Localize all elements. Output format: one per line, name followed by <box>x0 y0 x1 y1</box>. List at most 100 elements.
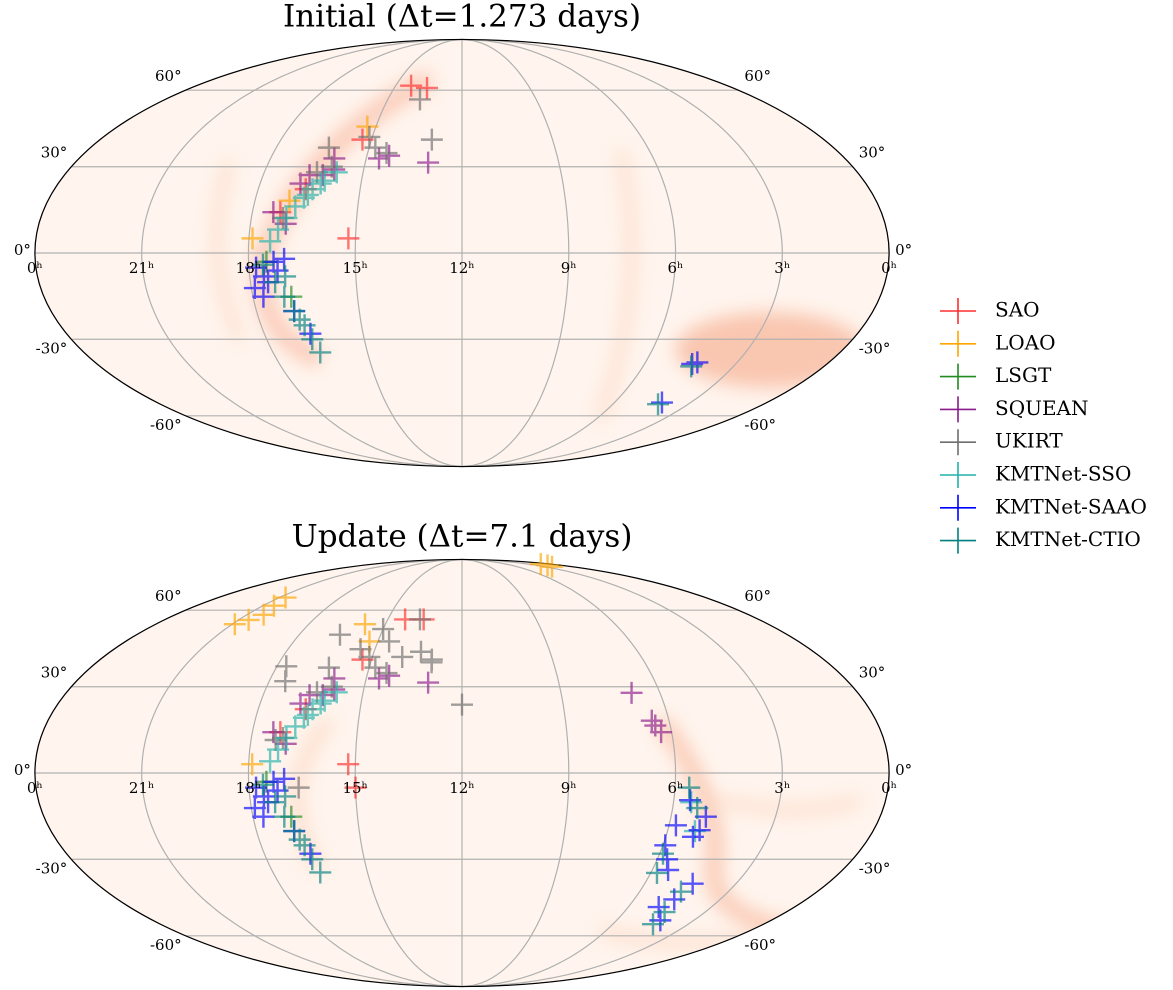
marker <box>288 308 311 331</box>
y-tick-label: -60° <box>744 936 776 954</box>
marker <box>259 230 282 253</box>
marker <box>309 861 332 884</box>
marker <box>278 189 301 212</box>
marker <box>681 872 704 895</box>
y-tick-label: -60° <box>150 416 182 434</box>
sky-map: SAOLOAOLSGTSQUEANUKIRTKMTNet-SSOKMTNet-S… <box>34 553 890 988</box>
legend-label: UKIRT <box>995 429 1063 453</box>
legend-label: KMTNet-CTIO <box>995 527 1141 551</box>
marker <box>292 186 315 209</box>
x-tick-label: 15ʰ <box>342 259 368 277</box>
legend-marker <box>940 527 976 554</box>
marker <box>264 791 287 814</box>
marker <box>408 608 431 631</box>
x-tick-label: 6ʰ <box>668 779 684 797</box>
legend-marker <box>940 330 976 357</box>
y-tick-label: -60° <box>744 416 776 434</box>
marker <box>669 880 692 903</box>
series: LOAO <box>241 115 379 250</box>
marker <box>241 753 264 776</box>
grid <box>34 38 890 468</box>
marker <box>364 656 387 679</box>
marker <box>317 656 340 679</box>
x-tick-label: 18ʰ <box>236 259 262 277</box>
x-tick-label: 0ʰ <box>27 779 43 797</box>
y-tick-label: 60° <box>155 67 182 85</box>
y-tick-label: -30° <box>36 859 68 877</box>
y-tick-label: 0° <box>14 761 31 779</box>
marker <box>344 776 367 799</box>
marker <box>694 805 717 828</box>
x-tick-label: 15ʰ <box>342 779 368 797</box>
y-tick-label: 60° <box>744 67 771 85</box>
marker <box>292 706 315 729</box>
x-tick-label: 21ʰ <box>129 779 155 797</box>
marker <box>241 227 264 250</box>
legend-marker <box>940 429 976 456</box>
x-tick-label: 21ʰ <box>129 259 155 277</box>
legend-label: LOAO <box>995 330 1056 354</box>
y-tick-label: -30° <box>859 859 891 877</box>
marker <box>262 201 285 224</box>
marker <box>309 341 332 364</box>
marker <box>415 76 438 99</box>
marker <box>647 896 670 919</box>
marker <box>251 253 274 276</box>
marker <box>313 689 336 712</box>
marker <box>301 848 324 871</box>
legend-marker <box>940 462 976 488</box>
series: KMTNet-SAAO <box>243 247 709 414</box>
marker <box>650 721 673 744</box>
marker <box>653 901 676 924</box>
y-tick-label: 0° <box>14 241 31 259</box>
marker <box>647 393 670 416</box>
marker <box>337 227 360 250</box>
marker <box>243 797 266 820</box>
marker <box>400 74 423 97</box>
legend-marker <box>940 363 976 390</box>
marker <box>262 594 285 617</box>
series: LOAO <box>223 553 564 776</box>
marker <box>275 726 298 749</box>
marker <box>417 671 440 694</box>
marker <box>243 277 266 300</box>
legend-label: SAO <box>995 298 1040 322</box>
marker <box>264 729 287 752</box>
y-tick-label: 0° <box>895 241 912 259</box>
sky-map: SAOLOAOLSGTSQUEANUKIRTKMTNet-SSOKMTNet-S… <box>34 38 890 468</box>
legend-label: KMTNet-SSO <box>995 462 1131 486</box>
marker <box>309 172 332 195</box>
marker <box>320 675 343 698</box>
series: UKIRT <box>271 88 443 229</box>
y-tick-label: -30° <box>859 339 891 357</box>
marker <box>284 195 307 218</box>
grid <box>34 558 890 988</box>
marker <box>262 250 285 273</box>
y-tick-label: 30° <box>41 144 68 162</box>
marker <box>293 314 316 337</box>
marker <box>296 703 319 726</box>
marker <box>283 820 306 843</box>
series: KMTNet-SSO <box>259 161 348 253</box>
marker <box>301 328 324 351</box>
marker <box>408 88 431 111</box>
x-tick-label: 9ʰ <box>561 259 577 277</box>
marker <box>259 750 282 773</box>
x-tick-label: 0ʰ <box>881 779 897 797</box>
series: KMTNet-CTIO <box>251 253 703 416</box>
marker <box>645 861 668 884</box>
x-tick-label: 3ʰ <box>774 259 790 277</box>
chart-title: Update (Δt=7.1 days) <box>292 519 633 555</box>
marker <box>409 640 432 663</box>
x-tick-label: 3ʰ <box>774 779 790 797</box>
marker <box>288 828 311 851</box>
marker <box>664 814 687 837</box>
x-tick-label: 0ʰ <box>27 259 43 277</box>
marker <box>652 842 675 865</box>
marker <box>296 183 319 206</box>
x-tick-label: 6ʰ <box>668 259 684 277</box>
marker <box>686 797 709 820</box>
marker <box>274 785 297 808</box>
marker <box>262 770 285 793</box>
